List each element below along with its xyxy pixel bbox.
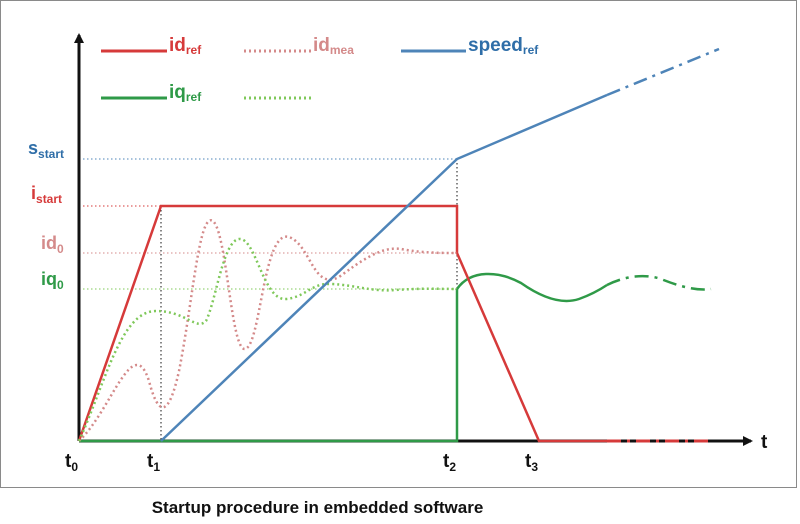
legend-speed-ref: speedref [468,35,539,57]
iq0-label: iq0 [41,269,64,292]
t0-label: t0 [65,451,78,474]
legend-id-mea: idmea [313,35,354,57]
i-start-label: istart [31,183,62,206]
iq-ref-oscillation [455,272,608,303]
t1-label: t1 [147,451,160,474]
id0-label: id0 [41,233,64,256]
iq-ref-continuation [606,274,712,291]
startup-diagram: idref idmea speedref iqref sstart istart… [28,33,768,474]
id-mea-curve [78,219,458,442]
t3-label: t3 [525,451,538,474]
diagram-frame: idref idmea speedref iqref sstart istart… [0,0,797,488]
s-start-label: sstart [28,138,64,161]
legend-iq-ref: iqref [169,82,202,104]
id-ref-curve [77,204,607,443]
legend-id-ref: idref [169,35,202,57]
speed-ref-curve [160,93,608,442]
speed-ref-continuation [606,47,720,97]
iq-ref-curve [79,289,459,443]
diagram-caption: Startup procedure in embedded software [151,498,484,517]
t-axis-label: t [761,432,768,453]
t2-label: t2 [443,451,456,474]
